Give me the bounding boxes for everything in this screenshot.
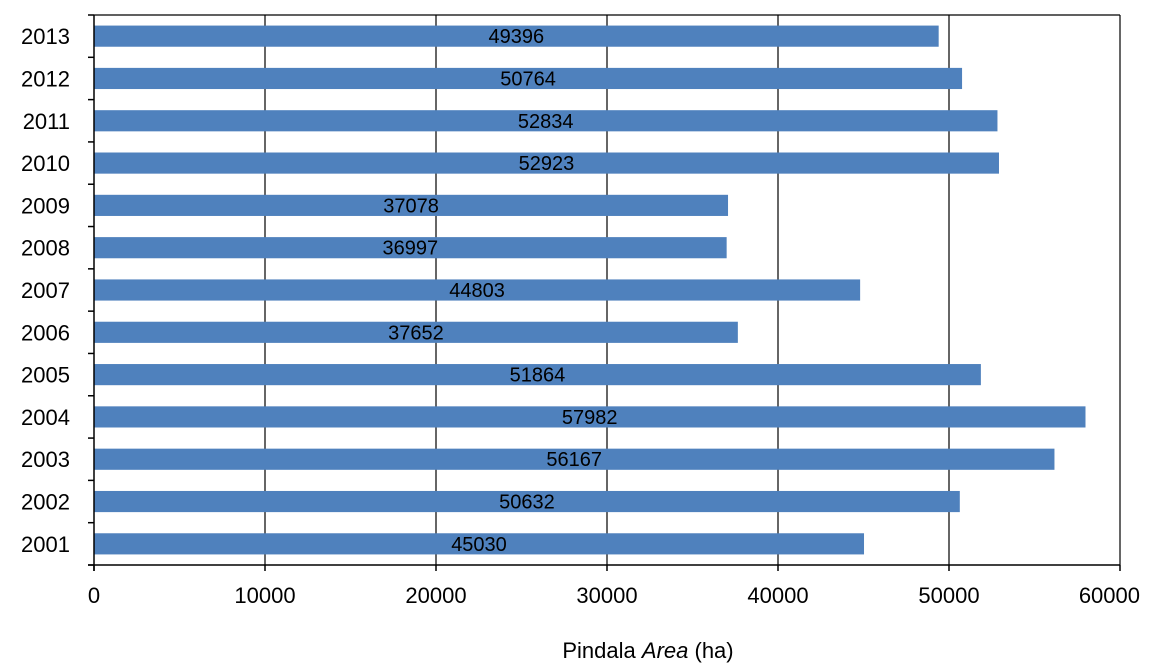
y-tick-label: 2011 [23,109,70,134]
data-label-2003: 56167 [546,449,602,471]
y-tick-label: 2002 [21,490,70,515]
data-label-2013: 49396 [489,26,545,48]
y-tick-label: 2013 [21,24,70,49]
x-tick-label: 20000 [405,583,466,608]
bar-2002 [94,490,960,513]
data-label-2006: 37652 [388,322,444,344]
data-label-2007: 44803 [449,280,505,302]
data-label-2008: 36997 [383,238,439,260]
data-label-2005: 51864 [510,365,566,387]
data-label-2010: 52923 [519,153,575,175]
bars [94,25,1086,555]
bar-2013 [94,25,939,47]
bar-2009 [94,194,729,216]
data-label-2012: 50764 [500,68,556,90]
x-tick-label: 50000 [918,583,979,608]
y-tick-label: 2010 [21,151,70,176]
x-tick-label: 30000 [576,583,637,608]
bar-2003 [94,448,1055,470]
tick-labels: 2001 2002 2003 2004 2005 2006 2007 2008 2009 2010… [21,24,1140,608]
y-tick-label: 2008 [21,236,70,261]
y-tick-label: 2012 [21,66,70,91]
bar-2001 [94,533,865,555]
data-label-2002: 50632 [499,492,555,514]
x-axis-title: Pindala Area (ha) [562,638,733,663]
y-tick-label: 2007 [21,278,70,303]
y-tick-label: 2003 [21,447,70,472]
x-tick-label: 0 [88,583,100,608]
bar-2007 [94,279,861,301]
data-label-2001: 45030 [451,534,507,556]
y-tick-label: 2009 [21,193,70,218]
data-label-2009: 37078 [383,195,439,217]
y-tick-label: 2004 [21,405,70,430]
bar-2010 [94,152,999,174]
data-label-2011: 52834 [518,111,574,133]
bar-2005 [94,364,981,386]
gridlines [94,14,1121,565]
data-label-2004: 57982 [562,407,618,429]
x-tick-label: 40000 [747,583,808,608]
bar-2008 [94,237,727,259]
bar-2004 [94,406,1086,428]
axes [88,14,1121,571]
x-tick-label: 60000 [1079,583,1140,608]
bar-2011 [94,110,998,132]
x-tick-label: 10000 [234,583,295,608]
y-tick-label: 2006 [21,320,70,345]
y-tick-label: 2005 [21,363,70,388]
bar-2012 [94,67,963,90]
bar-2006 [94,321,738,343]
y-tick-label: 2001 [21,532,70,557]
